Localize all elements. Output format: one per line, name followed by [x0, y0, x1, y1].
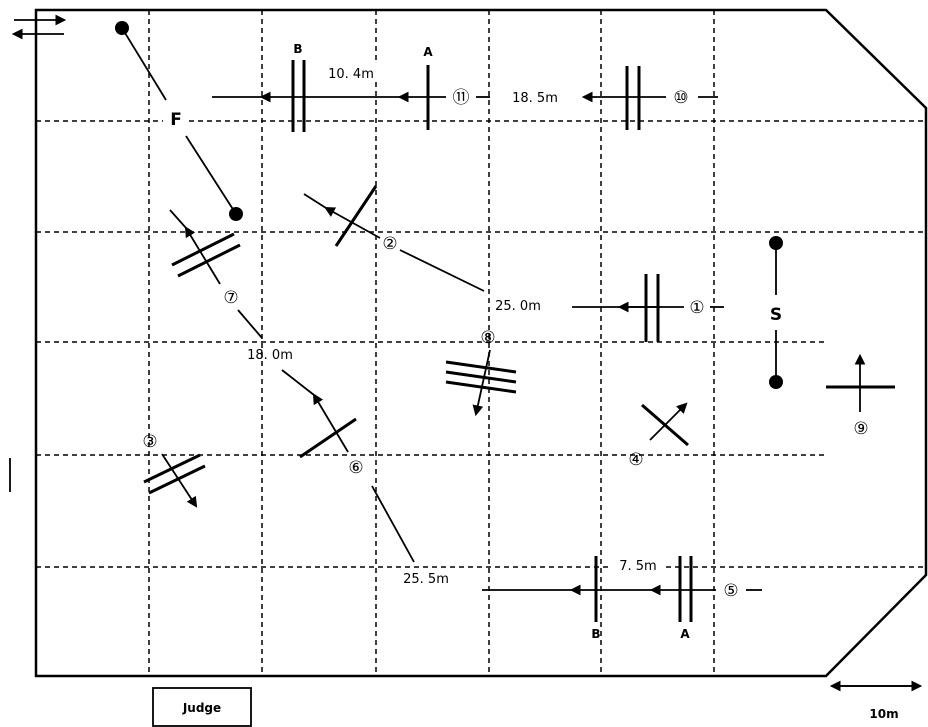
- obstacle-7-number: ⑦: [223, 288, 238, 308]
- obstacle-3: ③: [142, 432, 206, 508]
- judge-box: Judge: [152, 687, 252, 727]
- obstacle-11-b: B: [212, 42, 400, 132]
- obstacle-3-number: ③: [142, 432, 157, 452]
- entrance-arrows: [11, 14, 67, 40]
- obstacle-1-number: ①: [689, 298, 704, 318]
- arena-outline: [34, 8, 928, 678]
- obstacle-11-number: ⑪: [453, 88, 470, 108]
- distance-7-5: 7. 5m: [619, 559, 656, 574]
- distance-18-0: 18. 0m: [247, 348, 293, 363]
- distance-10-4: 10. 4m: [328, 67, 374, 82]
- obstacle-2-number: ②: [382, 234, 397, 254]
- obstacle-7: ⑦: [169, 209, 263, 339]
- obstacle-9-number: ⑨: [853, 419, 868, 439]
- obstacle-6-number: ⑥: [348, 458, 363, 478]
- finish-line: F: [115, 21, 243, 221]
- obstacle-4-number: ④: [628, 450, 643, 470]
- scale-label: 10m: [869, 707, 898, 721]
- obstacle-2: ②: [303, 185, 485, 292]
- start-line: S: [769, 236, 783, 389]
- start-label: S: [770, 305, 782, 325]
- label-a-bottom: A: [680, 627, 690, 641]
- obstacle-1: ①: [572, 274, 724, 342]
- obstacle-6: ⑥: [281, 369, 415, 563]
- obstacle-5-b: B: [482, 556, 652, 641]
- label-b-top: B: [293, 42, 302, 56]
- distance-25-0: 25. 0m: [495, 299, 541, 314]
- obstacle-5-number: ⑤: [723, 581, 738, 601]
- obstacle-8: ⑧: [445, 328, 517, 417]
- obstacle-8-number: ⑧: [480, 328, 495, 348]
- judge-label: Judge: [182, 701, 221, 715]
- scale-bar: 10m: [829, 680, 923, 721]
- obstacle-10-number: ⑩: [673, 88, 688, 108]
- finish-label: F: [170, 110, 182, 130]
- obstacle-9: ⑨: [826, 353, 895, 439]
- obstacle-4: ④: [628, 402, 689, 470]
- obstacle-11: ⑪ A: [397, 45, 490, 130]
- obstacle-5: ⑤ A: [649, 556, 762, 641]
- distance-25-5: 25. 5m: [403, 572, 449, 587]
- distance-18-5: 18. 5m: [512, 91, 558, 106]
- label-b-bottom: B: [591, 627, 600, 641]
- label-a-top: A: [423, 45, 433, 59]
- obstacle-10: ⑩: [581, 66, 718, 130]
